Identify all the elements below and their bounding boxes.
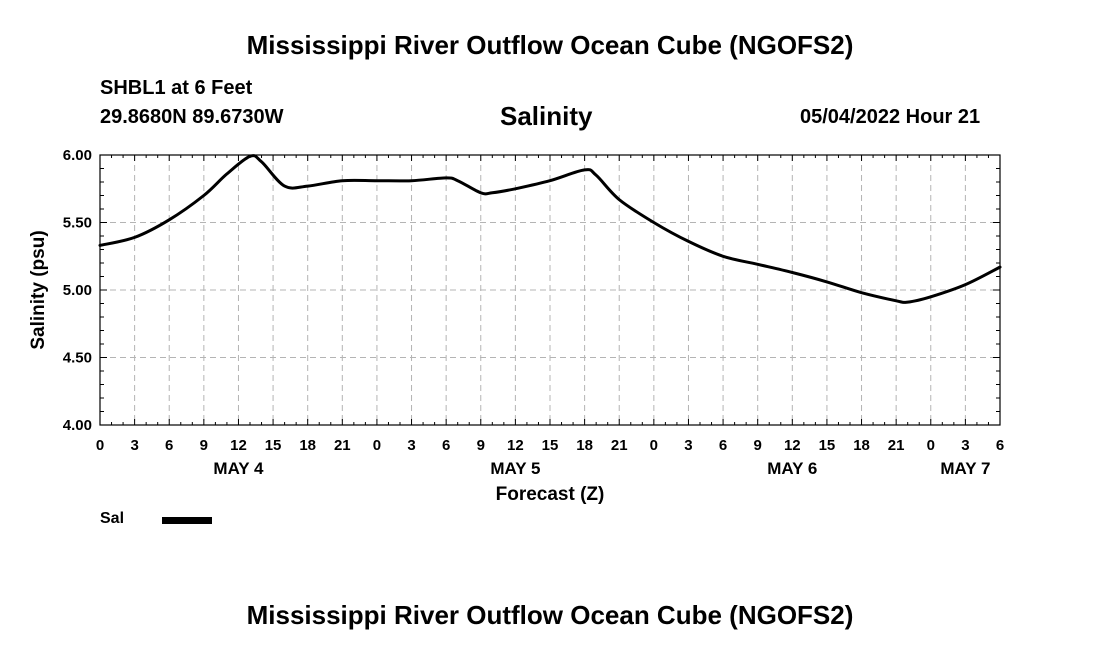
legend-swatch	[162, 517, 212, 524]
x-tick-label: 15	[265, 437, 282, 454]
y-tick-label: 5.50	[63, 215, 92, 232]
date-label: MAY 6	[767, 459, 817, 478]
x-tick-label: 0	[927, 437, 935, 454]
y-axis-label: Salinity (psu)	[28, 230, 49, 349]
date-label: MAY 4	[213, 459, 264, 478]
plot-frame	[99, 154, 1001, 426]
x-tick-label: 0	[96, 437, 104, 454]
x-tick-label: 9	[754, 437, 762, 454]
x-tick-label: 6	[165, 437, 173, 454]
y-tick-label: 5.00	[63, 282, 92, 299]
x-tick-label: 9	[200, 437, 208, 454]
x-tick-label: 12	[230, 437, 247, 454]
y-tick-label: 6.00	[63, 147, 92, 164]
x-tick-label: 6	[996, 437, 1004, 454]
forecast-datetime: 05/04/2022 Hour 21	[800, 106, 981, 128]
date-label: MAY 5	[490, 459, 540, 478]
station-coordinates: 29.8680N 89.6730W	[100, 106, 284, 128]
x-tick-label: 18	[853, 437, 870, 454]
date-label: MAY 7	[940, 459, 990, 478]
variable-title: Salinity	[500, 101, 593, 131]
x-tick-label: 9	[477, 437, 485, 454]
x-tick-label: 6	[719, 437, 727, 454]
x-tick-label: 12	[784, 437, 801, 454]
x-tick-label: 18	[299, 437, 316, 454]
grid-lines	[100, 154, 1000, 425]
y-tick-label: 4.50	[63, 350, 92, 367]
x-tick-label: 21	[611, 437, 628, 454]
x-tick-label: 21	[334, 437, 351, 454]
x-tick-label: 6	[442, 437, 450, 454]
x-tick-label: 3	[407, 437, 415, 454]
x-tick-label: 3	[684, 437, 692, 454]
x-axis-label: Forecast (Z)	[496, 484, 605, 505]
x-tick-label: 21	[888, 437, 905, 454]
footer-title: Mississippi River Outflow Ocean Cube (NG…	[246, 600, 854, 630]
x-tick-label: 3	[130, 437, 138, 454]
x-tick-label: 15	[542, 437, 559, 454]
x-tick-label: 18	[576, 437, 593, 454]
axis-labels: 0 3 6 9 12 15 18 21 0 3 6 9 12 15 18 21 0 3 6 9 12 15 18 21 0 3 6 4…	[63, 147, 1004, 478]
series-line-sal	[98, 154, 1002, 304]
y-tick-label: 4.00	[63, 417, 92, 434]
x-tick-label: 15	[819, 437, 836, 454]
chart-title: Mississippi River Outflow Ocean Cube (NG…	[246, 30, 854, 60]
x-tick-label: 3	[961, 437, 969, 454]
x-tick-label: 12	[507, 437, 524, 454]
legend-label: Sal	[100, 510, 125, 527]
station-label: SHBL1 at 6 Feet	[100, 77, 253, 99]
x-tick-label: 0	[373, 437, 381, 454]
x-tick-label: 0	[650, 437, 658, 454]
series-layer	[98, 154, 1002, 304]
